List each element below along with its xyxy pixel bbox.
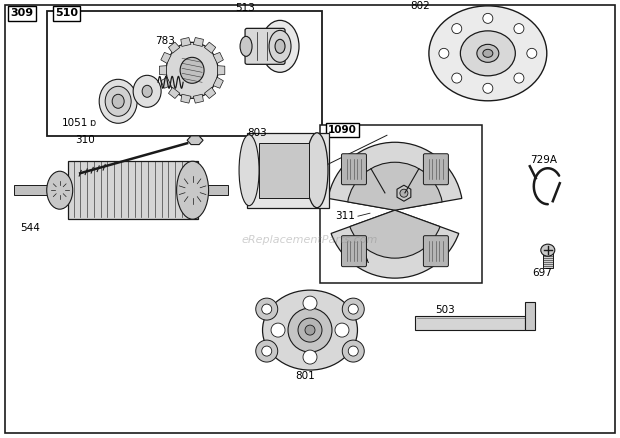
Ellipse shape [483, 49, 493, 57]
Ellipse shape [269, 30, 291, 62]
Polygon shape [187, 136, 203, 145]
FancyBboxPatch shape [245, 28, 285, 64]
Text: 309: 309 [11, 8, 33, 18]
Ellipse shape [177, 161, 208, 219]
Circle shape [255, 340, 278, 362]
Bar [415, 316, 525, 330]
Circle shape [348, 304, 358, 314]
Wedge shape [328, 142, 462, 210]
Ellipse shape [99, 79, 137, 123]
Bar [68, 161, 198, 219]
Bar [247, 133, 329, 208]
Circle shape [439, 48, 449, 58]
Text: 783: 783 [155, 36, 175, 46]
Text: 697: 697 [532, 268, 552, 278]
Circle shape [271, 323, 285, 337]
Wedge shape [350, 210, 440, 258]
Bar [47, 11, 322, 136]
Circle shape [305, 325, 315, 335]
Text: 1051: 1051 [62, 118, 89, 128]
Ellipse shape [461, 31, 515, 76]
Ellipse shape [429, 6, 547, 101]
Text: eReplacementParts.com: eReplacementParts.com [242, 235, 378, 245]
Bar [259, 143, 309, 198]
Bar [203, 185, 228, 195]
Text: 801: 801 [295, 371, 315, 381]
Ellipse shape [477, 44, 499, 62]
FancyBboxPatch shape [342, 154, 366, 185]
Text: 310: 310 [75, 135, 95, 145]
Polygon shape [205, 88, 216, 99]
Text: 729A: 729A [530, 155, 557, 165]
Polygon shape [181, 94, 191, 103]
Polygon shape [159, 66, 167, 75]
Circle shape [514, 24, 524, 34]
FancyBboxPatch shape [423, 236, 448, 267]
Polygon shape [218, 66, 225, 75]
Text: 510: 510 [55, 8, 78, 18]
Circle shape [255, 298, 278, 320]
Ellipse shape [261, 20, 299, 72]
Polygon shape [397, 185, 411, 201]
Ellipse shape [46, 171, 73, 209]
Polygon shape [213, 77, 223, 88]
Circle shape [483, 14, 493, 23]
Circle shape [527, 48, 537, 58]
Bar [525, 302, 535, 330]
Circle shape [514, 73, 524, 83]
Circle shape [298, 318, 322, 342]
Wedge shape [348, 162, 442, 210]
Bar [542, 248, 553, 268]
Ellipse shape [105, 86, 131, 116]
Ellipse shape [240, 36, 252, 57]
Circle shape [335, 323, 349, 337]
Circle shape [483, 83, 493, 93]
Polygon shape [161, 53, 171, 64]
Circle shape [262, 346, 272, 356]
Wedge shape [331, 210, 459, 278]
Text: 513: 513 [235, 4, 255, 14]
Circle shape [400, 189, 408, 197]
Circle shape [342, 340, 365, 362]
Text: 503: 503 [435, 305, 454, 315]
Text: 803: 803 [247, 128, 267, 138]
Polygon shape [193, 38, 203, 46]
Polygon shape [161, 77, 171, 88]
Text: 1090: 1090 [328, 125, 357, 135]
Circle shape [288, 308, 332, 352]
Text: 311: 311 [335, 211, 355, 221]
Text: 797A: 797A [342, 255, 369, 265]
Ellipse shape [541, 244, 555, 256]
FancyBboxPatch shape [342, 236, 366, 267]
Ellipse shape [275, 39, 285, 53]
Circle shape [452, 24, 462, 34]
Circle shape [303, 350, 317, 364]
Circle shape [452, 73, 462, 83]
Polygon shape [193, 94, 203, 103]
FancyBboxPatch shape [423, 154, 448, 185]
Ellipse shape [306, 133, 328, 208]
Ellipse shape [133, 75, 161, 107]
Polygon shape [213, 53, 223, 64]
Polygon shape [169, 88, 180, 99]
Ellipse shape [262, 290, 358, 370]
Ellipse shape [142, 85, 152, 97]
Circle shape [348, 346, 358, 356]
Text: 802: 802 [410, 1, 430, 11]
Bar [320, 125, 482, 283]
Circle shape [303, 296, 317, 310]
Ellipse shape [166, 42, 218, 98]
Text: 544: 544 [20, 223, 40, 233]
Circle shape [262, 304, 272, 314]
Polygon shape [205, 42, 216, 53]
Text: ɒ: ɒ [89, 118, 95, 128]
Polygon shape [181, 38, 191, 46]
Ellipse shape [180, 57, 204, 83]
Ellipse shape [112, 94, 124, 108]
Polygon shape [169, 42, 180, 53]
Circle shape [342, 298, 365, 320]
Bar [14, 185, 54, 195]
Text: 797: 797 [395, 200, 415, 210]
Ellipse shape [239, 135, 259, 206]
